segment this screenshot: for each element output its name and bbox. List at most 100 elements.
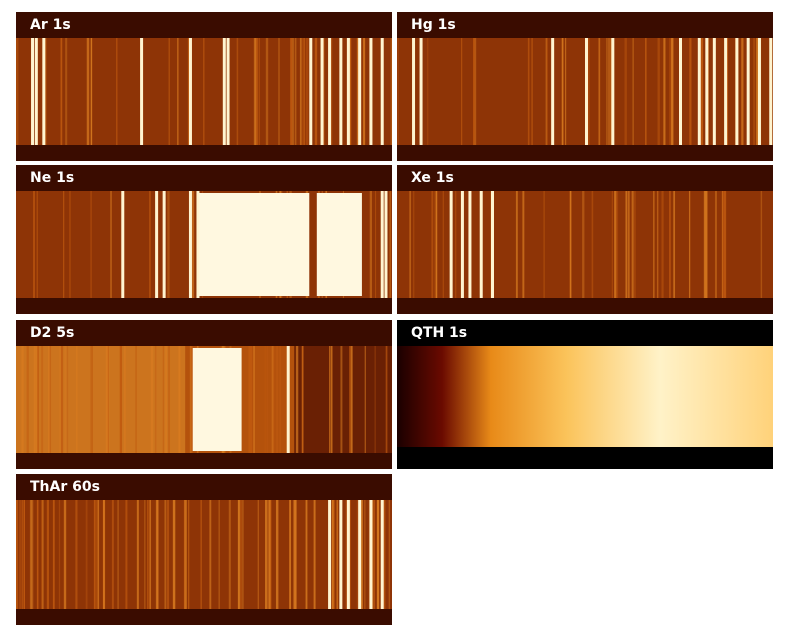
faint-line: [722, 191, 725, 298]
bright-line: [309, 38, 313, 145]
faint-line: [276, 346, 279, 453]
faint-line: [724, 191, 727, 298]
faint-line: [90, 346, 92, 453]
faint-line: [564, 38, 567, 145]
faint-line: [331, 346, 333, 453]
faint-line: [345, 500, 347, 609]
faint-line: [374, 191, 377, 298]
spectrum-panel: Ne 1s: [16, 165, 392, 314]
faint-line: [150, 346, 154, 453]
faint-line: [60, 38, 63, 145]
faint-line: [16, 38, 19, 145]
faint-line: [669, 191, 671, 298]
faint-line: [598, 38, 601, 145]
faint-line: [376, 500, 380, 609]
faint-line: [299, 38, 302, 145]
faint-line: [390, 38, 392, 145]
bright-line: [460, 191, 464, 298]
spectrum-panel: Xe 1s: [397, 165, 773, 314]
bright-line: [449, 191, 453, 298]
faint-line: [671, 38, 674, 145]
faint-line: [409, 191, 411, 298]
faint-line: [369, 191, 373, 298]
faint-line: [46, 500, 48, 609]
faint-line: [147, 500, 149, 609]
faint-line: [527, 38, 530, 145]
glow: [16, 346, 186, 453]
faint-line: [627, 191, 630, 298]
spectrum-image: [397, 12, 773, 161]
faint-line: [279, 346, 281, 453]
panel-label: D2 5s: [30, 325, 75, 341]
faint-line: [191, 191, 195, 298]
faint-line: [255, 38, 258, 145]
faint-line: [253, 346, 255, 453]
faint-line: [305, 500, 308, 609]
faint-line: [625, 191, 628, 298]
bright-line: [34, 38, 38, 145]
faint-line: [330, 38, 333, 145]
bright-line: [585, 38, 588, 145]
faint-line: [306, 38, 309, 145]
faint-line: [360, 500, 363, 609]
bright-line: [339, 38, 343, 145]
faint-line: [653, 191, 655, 298]
faint-line: [624, 38, 627, 145]
faint-line: [149, 500, 152, 609]
faint-line: [218, 500, 220, 609]
bright-line: [31, 38, 35, 145]
faint-line: [149, 191, 151, 298]
faint-line: [95, 500, 98, 609]
bright-line: [380, 38, 384, 145]
bright-line: [380, 500, 384, 609]
faint-line: [389, 191, 391, 298]
bright-line: [468, 191, 472, 298]
faint-line: [703, 191, 706, 298]
faint-line: [242, 500, 244, 609]
bright-line: [369, 38, 373, 145]
faint-line: [164, 500, 167, 609]
faint-line: [41, 500, 44, 609]
faint-line: [364, 500, 366, 609]
bright-line: [358, 38, 362, 145]
faint-line: [431, 191, 434, 298]
faint-line: [522, 191, 525, 298]
faint-line: [302, 38, 304, 145]
faint-line: [561, 38, 564, 145]
faint-line: [323, 38, 325, 145]
faint-line: [332, 500, 335, 609]
faint-line: [85, 500, 88, 609]
faint-line: [689, 38, 692, 145]
spectrum-panel: D2 5s: [16, 320, 392, 469]
faint-line: [413, 191, 415, 298]
faint-line: [125, 500, 128, 609]
bright-line: [380, 191, 384, 298]
faint-line: [166, 500, 170, 609]
faint-line: [265, 500, 268, 609]
faint-line: [303, 38, 306, 145]
faint-line: [515, 191, 518, 298]
faint-line: [65, 38, 68, 145]
saturated-region: [192, 348, 242, 451]
faint-line: [185, 500, 187, 609]
bright-line: [286, 346, 290, 453]
faint-line: [107, 346, 109, 453]
spectrum-image: [397, 320, 773, 469]
faint-line: [434, 191, 437, 298]
faint-line: [16, 500, 18, 609]
bright-line: [222, 38, 226, 145]
faint-line: [31, 500, 34, 609]
faint-line: [614, 191, 617, 298]
faint-line: [90, 38, 93, 145]
bright-line: [188, 191, 192, 298]
faint-line: [264, 346, 266, 453]
faint-line: [64, 346, 67, 453]
faint-line: [124, 346, 126, 453]
faint-line: [531, 38, 533, 145]
bright-line: [679, 38, 682, 145]
faint-line: [253, 38, 257, 145]
faint-line: [188, 500, 190, 609]
spectrum-panel: Ar 1s: [16, 12, 392, 161]
faint-line: [545, 38, 547, 145]
faint-line: [632, 38, 634, 145]
